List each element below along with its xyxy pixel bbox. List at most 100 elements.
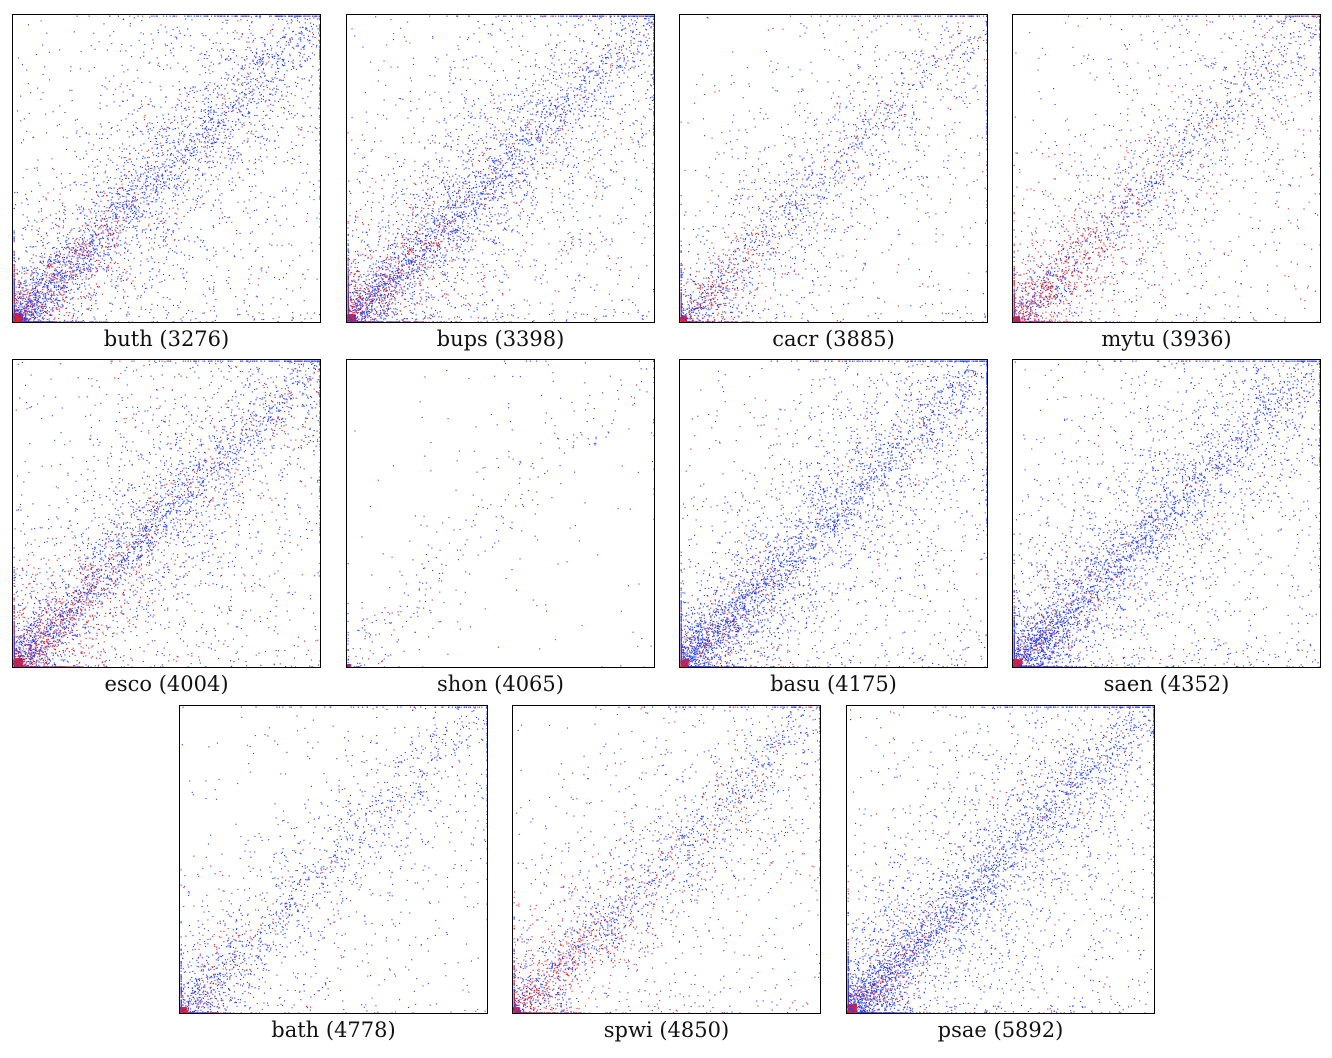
data-point bbox=[107, 247, 109, 249]
data-point bbox=[143, 197, 145, 199]
data-point bbox=[254, 84, 256, 86]
data-point bbox=[131, 175, 133, 177]
data-point bbox=[182, 268, 184, 270]
data-point bbox=[48, 291, 50, 293]
data-point bbox=[264, 43, 266, 45]
data-point bbox=[34, 310, 36, 312]
data-point bbox=[133, 285, 135, 287]
data-point bbox=[45, 113, 47, 115]
data-point bbox=[176, 186, 178, 188]
data-point bbox=[269, 15, 271, 17]
data-point bbox=[62, 248, 64, 250]
data-point bbox=[46, 306, 48, 308]
data-point bbox=[34, 299, 36, 301]
data-point bbox=[107, 321, 109, 322]
data-point bbox=[291, 37, 293, 39]
data-point bbox=[50, 281, 52, 283]
data-point bbox=[254, 124, 256, 126]
data-point bbox=[58, 300, 60, 302]
data-point bbox=[113, 244, 115, 246]
data-point bbox=[105, 221, 107, 223]
data-point bbox=[180, 149, 182, 151]
data-point bbox=[32, 288, 34, 290]
data-point bbox=[89, 299, 91, 301]
data-point bbox=[136, 185, 138, 187]
data-point bbox=[92, 242, 94, 244]
data-point bbox=[13, 291, 15, 293]
data-point bbox=[313, 54, 315, 56]
data-point bbox=[181, 117, 183, 119]
data-point bbox=[108, 179, 110, 181]
data-point bbox=[176, 204, 178, 206]
data-point bbox=[291, 157, 293, 159]
data-point bbox=[67, 270, 69, 272]
data-point bbox=[82, 173, 84, 175]
data-point bbox=[61, 304, 63, 306]
data-point bbox=[319, 26, 320, 28]
data-point bbox=[223, 121, 225, 123]
data-point bbox=[319, 80, 320, 82]
data-point bbox=[319, 57, 320, 59]
data-point bbox=[158, 197, 160, 199]
data-point bbox=[41, 313, 43, 315]
data-point bbox=[162, 173, 164, 175]
data-point bbox=[258, 56, 260, 58]
data-point bbox=[184, 18, 186, 20]
data-point bbox=[91, 235, 93, 237]
data-point bbox=[313, 199, 315, 201]
data-point bbox=[145, 175, 147, 177]
data-point bbox=[53, 188, 55, 190]
data-point bbox=[56, 248, 58, 250]
data-point bbox=[13, 292, 15, 294]
data-point bbox=[210, 209, 212, 211]
data-point bbox=[243, 96, 245, 98]
data-point bbox=[104, 219, 106, 221]
data-point bbox=[161, 127, 163, 129]
data-point bbox=[246, 55, 248, 57]
data-point bbox=[83, 268, 85, 270]
data-point bbox=[45, 268, 47, 270]
data-point bbox=[16, 272, 18, 274]
data-point bbox=[164, 182, 166, 184]
data-point bbox=[217, 96, 219, 98]
data-point bbox=[253, 39, 255, 41]
data-point bbox=[23, 308, 25, 310]
data-point bbox=[13, 260, 15, 262]
data-point bbox=[19, 285, 21, 287]
data-point bbox=[277, 321, 279, 322]
data-point bbox=[13, 265, 15, 267]
data-point bbox=[104, 192, 106, 194]
data-point bbox=[238, 128, 240, 130]
data-point bbox=[39, 316, 41, 318]
data-point bbox=[278, 67, 280, 69]
data-point bbox=[57, 304, 59, 306]
data-point bbox=[187, 147, 189, 149]
data-point bbox=[271, 53, 273, 55]
data-point bbox=[136, 69, 138, 71]
data-point bbox=[126, 271, 128, 273]
data-point bbox=[182, 157, 184, 159]
data-point bbox=[250, 132, 252, 134]
data-point bbox=[267, 201, 269, 203]
data-point bbox=[210, 119, 212, 121]
data-point bbox=[242, 179, 244, 181]
data-point bbox=[69, 172, 71, 174]
data-point bbox=[25, 229, 27, 231]
data-point bbox=[157, 304, 159, 306]
data-point bbox=[193, 97, 195, 99]
data-point bbox=[180, 102, 182, 104]
data-point bbox=[177, 62, 179, 64]
data-point bbox=[259, 73, 261, 75]
data-point bbox=[13, 311, 15, 313]
data-point bbox=[146, 258, 148, 260]
data-point bbox=[236, 112, 238, 114]
data-point bbox=[55, 287, 57, 289]
data-point bbox=[241, 114, 243, 116]
data-point bbox=[249, 47, 251, 49]
data-point bbox=[207, 90, 209, 92]
data-point bbox=[145, 197, 147, 199]
data-point bbox=[180, 140, 182, 142]
data-point bbox=[21, 298, 23, 300]
data-point bbox=[119, 225, 121, 227]
